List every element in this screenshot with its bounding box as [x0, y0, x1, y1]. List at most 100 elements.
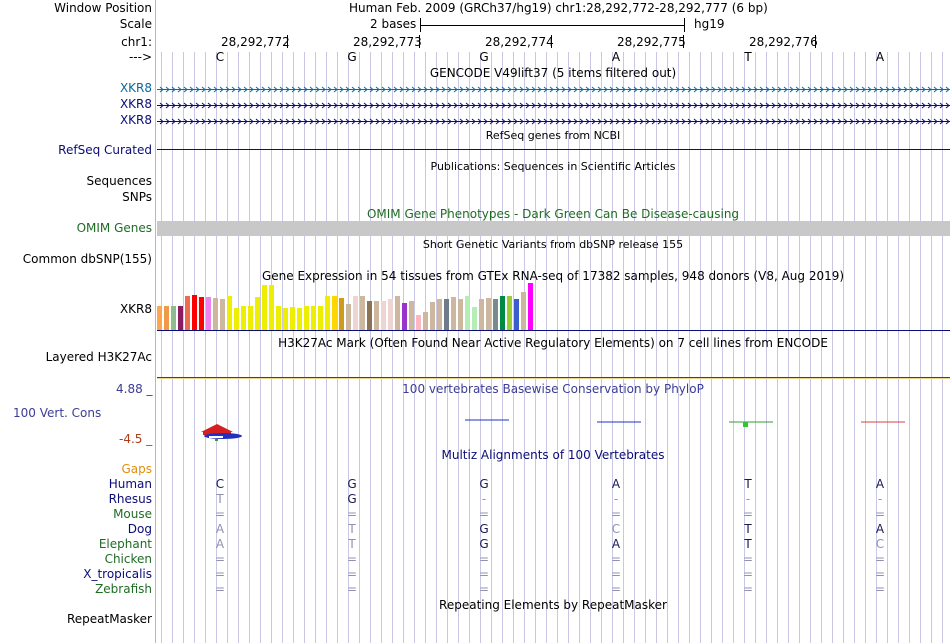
species-label-elephant[interactable]: Elephant	[98, 537, 152, 551]
common-dbsnp-label[interactable]: Common dbSNP(155)	[22, 252, 152, 266]
repeatmasker-track-title[interactable]: Repeating Elements by RepeatMasker	[439, 598, 667, 612]
gtex-tissue-bar[interactable]	[367, 301, 372, 330]
gencode-gene-model[interactable]	[157, 84, 950, 94]
gtex-tissue-bar[interactable]	[213, 298, 218, 330]
dbsnp-track-title[interactable]: Short Genetic Variants from dbSNP releas…	[422, 238, 684, 251]
gtex-tissue-bar[interactable]	[458, 299, 463, 330]
gtex-tissue-bar[interactable]	[416, 315, 421, 330]
gtex-tissue-bar[interactable]	[521, 292, 526, 330]
species-label-x_tropicalis[interactable]: X_tropicalis	[83, 567, 152, 581]
gtex-tissue-bar[interactable]	[395, 296, 400, 330]
gtex-tissue-bar[interactable]	[220, 299, 225, 330]
omim-genes-label[interactable]: OMIM Genes	[76, 221, 152, 235]
gencode-gene-model[interactable]	[157, 116, 950, 126]
gtex-tissue-bar[interactable]	[500, 296, 505, 330]
gtex-tissue-bar[interactable]	[409, 301, 414, 330]
gtex-tissue-bar[interactable]	[304, 306, 309, 330]
gencode-gene-label[interactable]: XKR8	[119, 97, 152, 111]
gtex-tissue-bar[interactable]	[437, 299, 442, 330]
gtex-tissue-bar[interactable]	[430, 302, 435, 330]
gtex-tissue-bar[interactable]	[171, 306, 176, 330]
gtex-tissue-bar[interactable]	[472, 307, 477, 330]
gtex-tissue-bar[interactable]	[451, 297, 456, 330]
species-label-chicken[interactable]: Chicken	[104, 552, 152, 566]
gtex-tissue-bar[interactable]	[381, 301, 386, 330]
gtex-tissue-bar[interactable]	[507, 296, 512, 330]
gtex-tissue-bar[interactable]	[346, 304, 351, 330]
repeatmasker-label[interactable]: RepeatMasker	[66, 612, 152, 626]
h3k27ac-track-title[interactable]: H3K27Ac Mark (Often Found Near Active Re…	[278, 336, 828, 350]
gtex-tissue-bar[interactable]	[234, 308, 239, 330]
gtex-tissue-bar[interactable]	[353, 296, 358, 330]
omim-phenotype-bar[interactable]	[157, 221, 950, 236]
reference-base[interactable]: A	[611, 50, 621, 64]
gencode-gene-label[interactable]: XKR8	[119, 113, 152, 127]
h3k27ac-signal-line[interactable]	[157, 377, 950, 378]
gtex-tissue-bar[interactable]	[423, 312, 428, 330]
gtex-tissue-bar[interactable]	[444, 299, 449, 330]
gtex-tissue-bar[interactable]	[283, 308, 288, 330]
species-label-rhesus[interactable]: Rhesus	[108, 492, 152, 506]
gencode-gene-model[interactable]	[157, 100, 950, 110]
conservation-plot[interactable]	[157, 410, 950, 445]
gtex-tissue-bar[interactable]	[297, 308, 302, 330]
layered-h3k27ac-label[interactable]: Layered H3K27Ac	[45, 350, 152, 364]
gtex-tissue-bar[interactable]	[479, 299, 484, 330]
species-label-dog[interactable]: Dog	[127, 522, 152, 536]
gtex-tissue-bar[interactable]	[192, 295, 197, 330]
reference-base[interactable]: A	[875, 50, 885, 64]
gtex-tissue-bar[interactable]	[325, 296, 330, 330]
gtex-tissue-bar[interactable]	[255, 297, 260, 330]
gtex-tissue-bar[interactable]	[311, 306, 316, 330]
gtex-tissue-bar[interactable]	[528, 283, 533, 330]
species-label-mouse[interactable]: Mouse	[113, 507, 152, 521]
reference-base[interactable]: G	[347, 50, 357, 64]
gtex-tissue-bar[interactable]	[290, 307, 295, 330]
species-label-human[interactable]: Human	[108, 477, 152, 491]
gtex-tissue-bar[interactable]	[269, 285, 274, 330]
gtex-tissue-bar[interactable]	[374, 301, 379, 330]
refseq-curated-label[interactable]: RefSeq Curated	[58, 143, 152, 157]
gtex-tissue-bar[interactable]	[164, 306, 169, 330]
gtex-tissue-bar[interactable]	[402, 303, 407, 330]
gtex-tissue-bar[interactable]	[388, 299, 393, 330]
publications-sequences-label[interactable]: Sequences	[86, 174, 152, 188]
gtex-tissue-bar[interactable]	[514, 299, 519, 330]
gtex-track-title[interactable]: Gene Expression in 54 tissues from GTEx …	[261, 269, 845, 283]
reference-base[interactable]: T	[744, 50, 752, 64]
gtex-tissue-bar[interactable]	[199, 297, 204, 330]
gencode-track-title[interactable]: GENCODE V49lift37 (5 items filtered out)	[429, 66, 677, 80]
refseq-gene-line[interactable]	[157, 149, 950, 150]
gtex-tissue-bar[interactable]	[262, 285, 267, 330]
species-label-zebrafish[interactable]: Zebrafish	[95, 582, 152, 596]
gtex-tissue-bar[interactable]	[486, 298, 491, 330]
gtex-tissue-bar[interactable]	[206, 297, 211, 330]
gtex-tissue-bar[interactable]	[318, 306, 323, 330]
refseq-track-title[interactable]: RefSeq genes from NCBI	[485, 129, 621, 142]
multiz-track-title[interactable]: Multiz Alignments of 100 Vertebrates	[441, 448, 665, 462]
publications-track-title[interactable]: Publications: Sequences in Scientific Ar…	[430, 160, 676, 173]
gtex-tissue-bar[interactable]	[339, 298, 344, 330]
reference-base[interactable]: G	[479, 50, 489, 64]
gtex-tissue-bar[interactable]	[332, 296, 337, 330]
gtex-tissue-bar[interactable]	[178, 306, 183, 330]
multiz-gaps-label[interactable]: Gaps	[121, 462, 152, 476]
strand-arrow	[321, 86, 326, 93]
publications-snps-label[interactable]: SNPs	[122, 190, 152, 204]
gtex-tissue-bar[interactable]	[493, 299, 498, 330]
reference-base[interactable]: C	[215, 50, 225, 64]
gtex-tissue-bar[interactable]	[248, 306, 253, 330]
gtex-tissue-bar[interactable]	[157, 306, 162, 330]
omim-track-title[interactable]: OMIM Gene Phenotypes - Dark Green Can Be…	[366, 207, 740, 221]
gtex-tissue-bar[interactable]	[227, 296, 232, 330]
gtex-tissue-bar[interactable]	[241, 306, 246, 330]
gencode-gene-label[interactable]: XKR8	[119, 81, 152, 95]
gtex-gene-label[interactable]: XKR8	[119, 302, 152, 316]
gtex-expression-chart[interactable]	[157, 283, 950, 331]
gtex-tissue-bar[interactable]	[185, 296, 190, 330]
conservation-track-title[interactable]: 100 vertebrates Basewise Conservation by…	[402, 382, 704, 396]
gtex-tissue-bar[interactable]	[360, 296, 365, 330]
gtex-tissue-bar[interactable]	[465, 296, 470, 330]
gtex-tissue-bar[interactable]	[276, 306, 281, 330]
conservation-label[interactable]: 100 Vert. Cons	[13, 406, 102, 420]
